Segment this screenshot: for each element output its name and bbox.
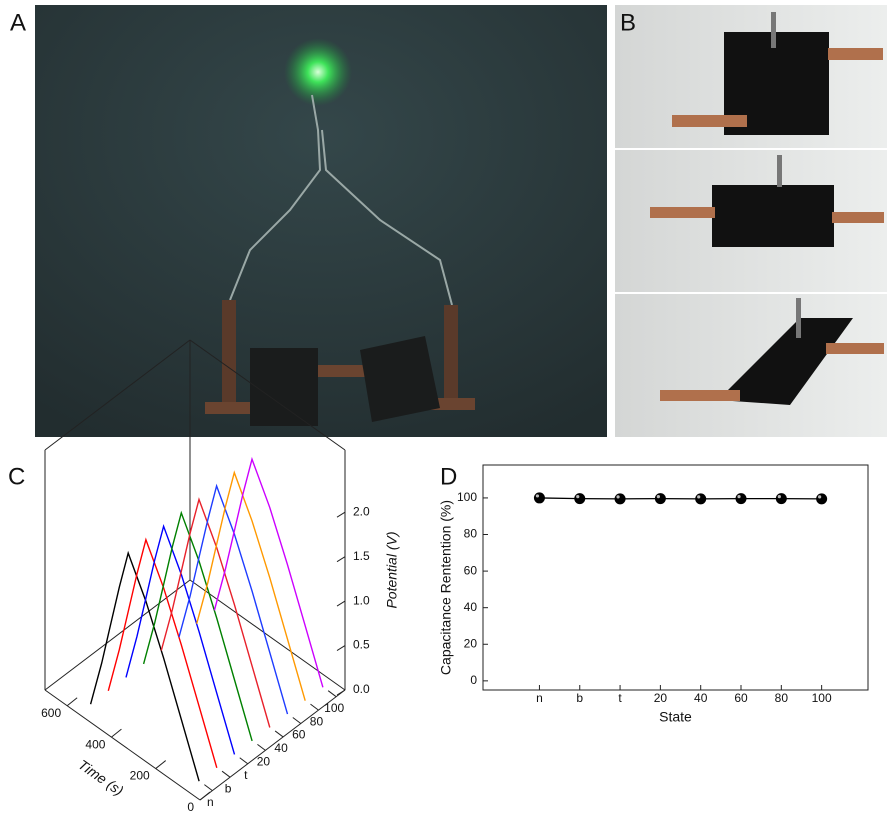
x-tick-label: 200 <box>130 769 150 783</box>
y-tick-label: 40 <box>464 600 478 614</box>
clip <box>771 12 776 48</box>
tick-mark <box>67 698 77 706</box>
tick-mark <box>240 758 248 764</box>
figure: A B C D 0.00.51.01.52.00200400600nbt2040… <box>0 0 887 816</box>
panel-label: C <box>8 463 25 490</box>
z-tick-label: 2.0 <box>353 504 370 518</box>
clip <box>796 298 801 338</box>
led-glow <box>284 38 352 106</box>
device-film <box>712 185 834 247</box>
device-pad <box>250 348 318 426</box>
x-tick-label: 20 <box>654 691 668 705</box>
category-label: 80 <box>310 714 324 728</box>
x-tick-label: 600 <box>41 706 61 720</box>
copper-strip <box>660 390 740 401</box>
copper-strip <box>650 207 715 218</box>
z-tick-label: 0.5 <box>353 638 370 652</box>
curve <box>91 553 200 781</box>
marker-highlight <box>818 495 821 498</box>
marker-highlight <box>778 495 781 498</box>
marker-highlight <box>616 495 619 498</box>
marker <box>534 492 545 503</box>
tick-mark <box>111 729 121 737</box>
x-tick-label: t <box>618 691 622 705</box>
category-label: 60 <box>292 728 306 742</box>
z-tick-label: 0.0 <box>353 682 370 696</box>
tick-mark <box>337 557 345 562</box>
marker <box>736 493 747 504</box>
tick-mark <box>337 646 345 651</box>
marker-highlight <box>536 494 539 497</box>
y-axis-label: Capacitance Rentention (%) <box>438 500 454 675</box>
category-label: 40 <box>274 741 288 755</box>
x-tick-label: 60 <box>734 691 748 705</box>
axis-line <box>190 580 345 690</box>
marker <box>695 493 706 504</box>
marker <box>776 493 787 504</box>
tick-mark <box>204 785 212 791</box>
tick-mark <box>328 691 336 697</box>
marker <box>574 493 585 504</box>
copper-strip <box>444 305 458 410</box>
category-label: 20 <box>257 755 271 769</box>
copper-strip <box>828 48 883 60</box>
photo-b <box>615 5 887 437</box>
z-tick-label: 1.0 <box>353 593 370 607</box>
tick-mark <box>156 761 166 769</box>
copper-strip <box>222 300 236 410</box>
y-tick-label: 60 <box>464 563 478 577</box>
y-tick-label: 100 <box>457 490 477 504</box>
marker-highlight <box>737 495 740 498</box>
photo-background <box>615 294 887 437</box>
category-label: 100 <box>324 701 344 715</box>
x-tick-label: 400 <box>85 737 105 751</box>
x-tick-label: 0 <box>187 800 194 814</box>
y-tick-label: 0 <box>470 673 477 687</box>
copper-strip <box>672 115 747 127</box>
panel-label: A <box>10 9 26 36</box>
copper-strip <box>826 343 884 354</box>
marker-highlight <box>657 495 660 498</box>
panel-label: D <box>440 463 457 490</box>
x-tick-label: b <box>576 691 583 705</box>
x-axis-label: Time (s) <box>75 756 126 798</box>
x-tick-label: 80 <box>775 691 789 705</box>
x-tick-label: 100 <box>812 691 832 705</box>
marker <box>655 493 666 504</box>
tick-mark <box>337 512 345 517</box>
tick-mark <box>222 771 230 777</box>
z-axis-label: Potential (V) <box>384 531 400 608</box>
copper-strip <box>832 212 884 223</box>
panel-label: B <box>620 9 636 36</box>
y-tick-label: 20 <box>464 636 478 650</box>
tick-mark <box>275 731 283 737</box>
x-tick-label: n <box>536 691 543 705</box>
tick-mark <box>337 601 345 606</box>
x-axis-label: State <box>659 709 692 725</box>
category-label: b <box>225 781 232 795</box>
marker-highlight <box>576 495 579 498</box>
marker-highlight <box>697 495 700 498</box>
tick-mark <box>337 690 345 695</box>
clip <box>777 155 782 187</box>
y-tick-label: 80 <box>464 527 478 541</box>
tick-mark <box>293 718 301 724</box>
marker <box>615 493 626 504</box>
photo-a <box>35 5 607 437</box>
tick-mark <box>310 704 318 710</box>
category-label: t <box>244 768 248 782</box>
x-tick-label: 40 <box>694 691 708 705</box>
marker <box>816 493 827 504</box>
tick-mark <box>257 744 265 750</box>
z-tick-label: 1.5 <box>353 549 370 563</box>
category-label: n <box>207 795 214 809</box>
